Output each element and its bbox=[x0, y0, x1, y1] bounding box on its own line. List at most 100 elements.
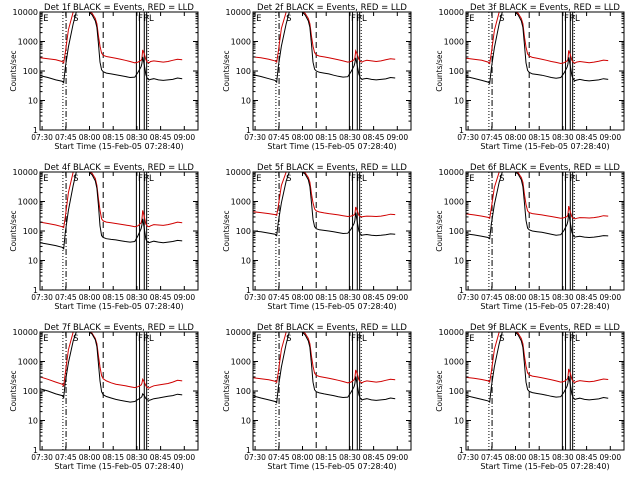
event-marker-e: E bbox=[256, 174, 261, 184]
x-tick-label: 08:45 bbox=[150, 133, 172, 142]
event-marker-s: S bbox=[286, 14, 291, 24]
y-tick-label: 10 bbox=[28, 257, 38, 266]
event-rate-line bbox=[40, 332, 183, 403]
plot-frame bbox=[39, 171, 199, 291]
x-tick-label: 08:15 bbox=[102, 453, 124, 462]
x-tick-label: 08:15 bbox=[528, 453, 550, 462]
event-marker-f: F bbox=[351, 174, 356, 184]
y-tick-label: 10000 bbox=[13, 8, 38, 17]
x-tick-label: 07:45 bbox=[268, 133, 290, 142]
panel-title: Det 1f BLACK = Events, RED = LLD bbox=[44, 3, 194, 13]
y-axis-label: Counts/sec bbox=[222, 210, 231, 251]
x-tick-label: 07:30 bbox=[457, 453, 479, 462]
y-tick-label: 1 bbox=[246, 286, 251, 295]
event-marker-e: E bbox=[43, 334, 48, 344]
detector-panel-5: 1 10 100 1000 10000 07:30 07:45 08:00 08:15 08:30… bbox=[222, 163, 412, 311]
x-tick-label: 09:00 bbox=[599, 133, 621, 142]
x-tick-label: 08:45 bbox=[576, 453, 598, 462]
detector-panel-4: 1 10 100 1000 10000 07:30 07:45 08:00 08:15 08:30… bbox=[9, 163, 199, 311]
panel-title: Det 2f BLACK = Events, RED = LLD bbox=[257, 3, 407, 13]
x-axis-label: Start Time (15-Feb-05 07:28:40) bbox=[480, 302, 609, 311]
lld-rate-line bbox=[253, 332, 396, 384]
detector-panel-1: 1 10 100 1000 10000 07:30 07:45 08:00 08:15 08:30… bbox=[9, 3, 199, 151]
panel-title: Det 7f BLACK = Events, RED = LLD bbox=[44, 323, 194, 333]
detector-panel-9: 1 10 100 1000 10000 07:30 07:45 08:00 08:15 08:30… bbox=[435, 323, 625, 471]
y-tick-label: 1 bbox=[459, 126, 464, 135]
event-marker-f: F bbox=[351, 334, 356, 344]
x-tick-label: 07:30 bbox=[244, 293, 266, 302]
event-rate-line bbox=[40, 12, 183, 84]
event-marker-f: F bbox=[564, 174, 569, 184]
y-tick-label: 100 bbox=[449, 387, 464, 396]
y-tick-label: 10 bbox=[28, 417, 38, 426]
x-tick-label: 08:00 bbox=[79, 133, 101, 142]
plot-frame bbox=[39, 331, 199, 451]
plot-frame bbox=[465, 171, 625, 291]
y-tick-label: 10 bbox=[454, 257, 464, 266]
x-axis-label: Start Time (15-Feb-05 07:28:40) bbox=[267, 302, 396, 311]
y-tick-label: 1000 bbox=[231, 38, 251, 47]
event-marker-e: E bbox=[43, 174, 48, 184]
x-tick-label: 08:00 bbox=[505, 453, 527, 462]
detector-panel-2: 1 10 100 1000 10000 07:30 07:45 08:00 08:15 08:30… bbox=[222, 3, 412, 151]
panel-title: Det 5f BLACK = Events, RED = LLD bbox=[257, 163, 407, 173]
x-tick-label: 08:45 bbox=[576, 293, 598, 302]
event-lines bbox=[62, 332, 149, 450]
x-tick-label: 07:45 bbox=[55, 293, 77, 302]
event-rate-line bbox=[253, 172, 396, 237]
event-rate-line bbox=[253, 12, 396, 84]
detector-panel-8: 1 10 100 1000 10000 07:30 07:45 08:00 08:15 08:30… bbox=[222, 323, 412, 471]
event-marker-p: P bbox=[569, 14, 574, 24]
x-tick-label: 08:30 bbox=[126, 453, 148, 462]
y-tick-label: 1 bbox=[33, 446, 38, 455]
event-marker-e: E bbox=[256, 334, 261, 344]
x-tick-label: 08:45 bbox=[150, 453, 172, 462]
event-marker-l: L bbox=[362, 334, 367, 344]
x-axis-label: Start Time (15-Feb-05 07:28:40) bbox=[54, 142, 183, 151]
plot-frame bbox=[39, 11, 199, 131]
event-marker-p: P bbox=[356, 334, 361, 344]
x-axis-label: Start Time (15-Feb-05 07:28:40) bbox=[480, 462, 609, 471]
y-axis-label: Counts/sec bbox=[435, 50, 444, 91]
x-tick-label: 08:45 bbox=[363, 133, 385, 142]
x-tick-label: 08:15 bbox=[102, 293, 124, 302]
event-marker-e: E bbox=[469, 14, 474, 24]
panel-title: Det 3f BLACK = Events, RED = LLD bbox=[470, 3, 620, 13]
panel-title: Det 9f BLACK = Events, RED = LLD bbox=[470, 323, 620, 333]
event-marker-l: L bbox=[362, 14, 367, 24]
lld-rate-line bbox=[40, 12, 183, 64]
event-marker-l: L bbox=[149, 334, 154, 344]
event-marker-s: S bbox=[499, 174, 504, 184]
x-tick-label: 09:00 bbox=[386, 293, 408, 302]
lld-rate-line bbox=[253, 172, 396, 218]
x-tick-label: 08:00 bbox=[292, 133, 314, 142]
x-tick-label: 07:45 bbox=[55, 133, 77, 142]
y-tick-label: 10 bbox=[241, 97, 251, 106]
x-axis-label: Start Time (15-Feb-05 07:28:40) bbox=[54, 302, 183, 311]
lld-rate-line bbox=[40, 172, 183, 229]
plot-frame bbox=[252, 11, 412, 131]
x-tick-label: 07:45 bbox=[268, 453, 290, 462]
plot-frame bbox=[465, 331, 625, 451]
y-tick-label: 10000 bbox=[439, 8, 464, 17]
x-tick-label: 07:30 bbox=[457, 293, 479, 302]
x-tick-label: 08:15 bbox=[102, 133, 124, 142]
x-tick-label: 07:30 bbox=[31, 453, 53, 462]
event-marker-f: F bbox=[351, 14, 356, 24]
x-tick-label: 08:15 bbox=[528, 293, 550, 302]
event-marker-s: S bbox=[73, 14, 78, 24]
event-marker-p: P bbox=[143, 174, 148, 184]
event-marker-f: F bbox=[138, 334, 143, 344]
event-marker-f: F bbox=[138, 174, 143, 184]
event-rate-line bbox=[466, 12, 609, 85]
x-tick-label: 09:00 bbox=[386, 453, 408, 462]
event-marker-p: P bbox=[569, 174, 574, 184]
event-marker-e: E bbox=[469, 174, 474, 184]
event-marker-l: L bbox=[575, 14, 580, 24]
x-tick-label: 08:45 bbox=[576, 133, 598, 142]
lld-rate-line bbox=[466, 332, 609, 383]
x-tick-label: 08:00 bbox=[79, 453, 101, 462]
x-tick-label: 08:45 bbox=[363, 293, 385, 302]
y-axis-label: Counts/sec bbox=[222, 50, 231, 91]
y-axis-label: Counts/sec bbox=[9, 50, 18, 91]
